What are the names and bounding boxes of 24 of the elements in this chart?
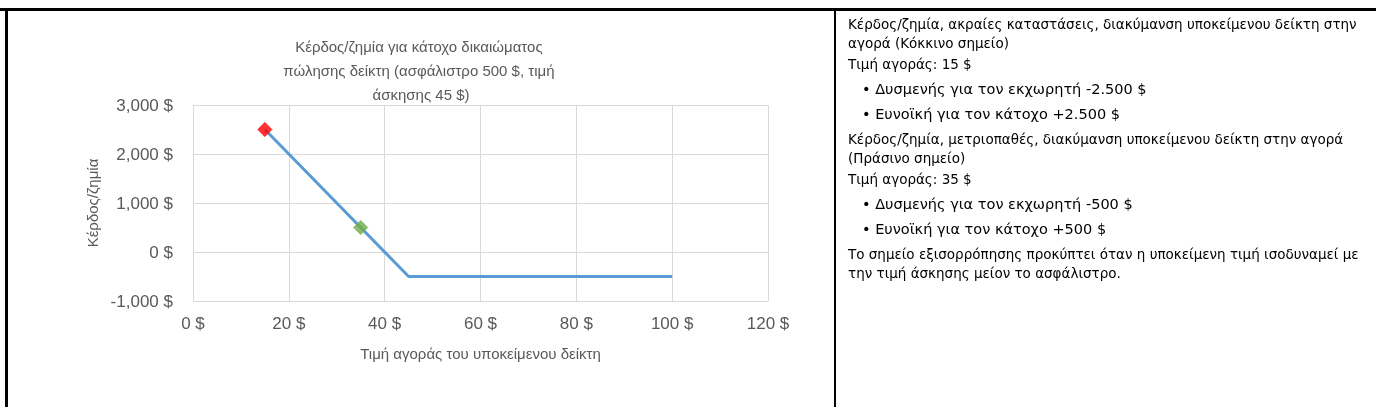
y-axis-title: Κέρδος/ζημία (83, 158, 101, 248)
x-tick-label: 0 $ (181, 314, 206, 333)
x-tick-label: 60 $ (463, 314, 498, 333)
text: • Ευνοϊκή για τον κάτοχο +2.500 $ (861, 105, 1121, 124)
chart-title: Κέρδος/ζημία για κάτοχο δικαιώματος πώλησης δείκτη (ασφάλιστρο 500 $, τιμή άσκησης 45 $) (283, 37, 559, 103)
text: Κέρδος/ζημία, ακραίες καταστάσεις, διακύμανση υποκείμενου δείκτη στην αγορά (Κόκκινο σημείο) (848, 15, 1358, 53)
y-tick-label: 2,000 $ (116, 144, 174, 164)
text: Τιμή αγοράς: 15 $ (848, 55, 973, 74)
text: Τιμή αγοράς: 35 $ (848, 170, 973, 189)
y-tick-label: 0 $ (149, 242, 174, 262)
x-tick-label: 40 $ (368, 314, 402, 333)
text: Το σημείο εξισορρόπησης προκύπτει όταν η υποκείμενη τιμή ισοδυναμεί με την τιμή άσκησης μείον το ασφάλιστρο. (848, 245, 1360, 283)
text: Κέρδος/ζημία, μετριοπαθές, διακύμανση υποκείμενου δείκτη στην αγορά (Πράσινο σημείο) (848, 130, 1345, 168)
x-tick-label: 120 $ (746, 314, 790, 333)
x-tick-label: 100 $ (650, 314, 694, 333)
y-tick-label: -1,000 $ (110, 291, 174, 311)
y-tick-label: 3,000 $ (116, 95, 174, 115)
x-tick-label: 80 $ (559, 314, 594, 333)
text: • Ευνοϊκή για τον κάτοχο +500 $ (861, 220, 1108, 239)
x-axis-title: Τιμή αγοράς του υποκείμενου δείκτη (360, 345, 601, 362)
text: • Δυσμενής για τον εκχωρητή -500 $ (861, 195, 1134, 214)
x-tick-label: 20 $ (272, 314, 306, 333)
text: • Δυσμενής για τον εκχωρητή -2.500 $ (861, 80, 1148, 99)
y-tick-label: 1,000 $ (116, 193, 174, 213)
